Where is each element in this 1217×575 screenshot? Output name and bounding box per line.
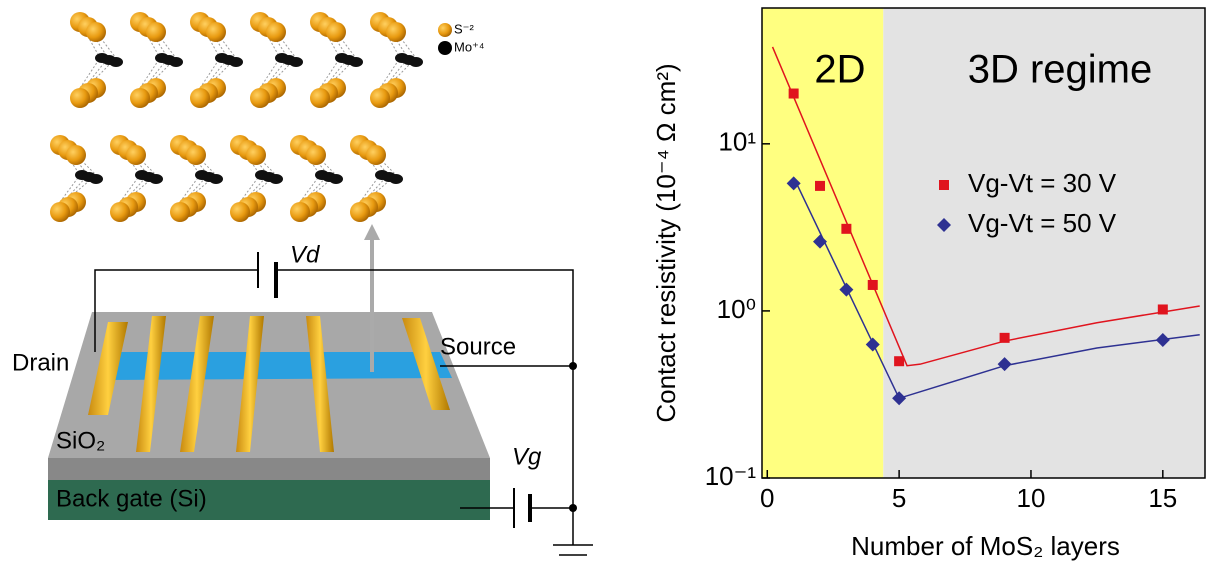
sulfur <box>170 202 190 222</box>
sulfur <box>250 88 270 108</box>
molecule-layers <box>50 12 423 222</box>
arrow-head <box>364 224 380 240</box>
x-axis-title: Number of MoS₂ layers <box>851 531 1120 561</box>
molybdenum <box>229 57 243 67</box>
label: Source <box>440 333 516 360</box>
y-tick-label: 10⁻¹ <box>705 461 757 491</box>
x-tick-label: 15 <box>1148 483 1177 513</box>
x-tick-label: 5 <box>892 483 906 513</box>
sulfur <box>366 145 386 165</box>
sulfur <box>66 145 86 165</box>
region-label: 3D regime <box>968 48 1153 92</box>
label: SiO₂ <box>56 427 105 454</box>
region-label: 2D <box>814 48 865 92</box>
x-tick-label: 10 <box>1017 483 1046 513</box>
legend-label: Vg-Vt = 50 V <box>968 208 1117 238</box>
sulfur <box>190 88 210 108</box>
device <box>48 224 490 520</box>
y-axis-title: Contact resistivity (10⁻⁴ Ω cm²) <box>651 63 681 422</box>
oxide-front <box>48 458 490 480</box>
y-tick-label: 10⁰ <box>717 294 756 324</box>
point <box>789 89 799 99</box>
sulfur <box>350 202 370 222</box>
molybdenum <box>169 57 183 67</box>
point <box>815 181 825 191</box>
point <box>1158 304 1168 314</box>
molybdenum <box>389 174 403 184</box>
point <box>894 356 904 366</box>
molybdenum <box>269 174 283 184</box>
point <box>1000 333 1010 343</box>
sulfur <box>246 145 266 165</box>
legend-label: Mo⁺⁴ <box>454 39 485 54</box>
label: Back gate (Si) <box>56 485 207 512</box>
sulfur <box>206 22 226 42</box>
legend-marker <box>939 180 949 190</box>
sulfur <box>290 202 310 222</box>
sulfur <box>126 145 146 165</box>
sulfur <box>110 202 130 222</box>
molybdenum <box>149 174 163 184</box>
sulfur <box>70 88 90 108</box>
sulfur <box>130 88 150 108</box>
sulfur <box>266 22 286 42</box>
point <box>841 224 851 234</box>
sulfur <box>50 202 70 222</box>
sulfur-key <box>438 23 452 37</box>
molybdenum <box>329 174 343 184</box>
plot: 2D 3D regime 0 5 10 15 10⁻¹ 10⁰ 10¹ Number of MoS… <box>651 8 1205 561</box>
sulfur <box>370 88 390 108</box>
molybdenum-key <box>438 41 452 55</box>
sulfur <box>386 22 406 42</box>
molybdenum <box>209 174 223 184</box>
point <box>868 280 878 290</box>
sulfur <box>86 22 106 42</box>
node <box>569 362 577 370</box>
legend-label: S⁻² <box>454 21 475 36</box>
sulfur <box>186 145 206 165</box>
molybdenum <box>289 57 303 67</box>
sulfur <box>146 22 166 42</box>
sulfur <box>230 202 250 222</box>
y-tick-label: 10¹ <box>718 127 756 157</box>
sulfur <box>306 145 326 165</box>
legend-label: Vg-Vt = 30 V <box>968 168 1117 198</box>
molybdenum <box>109 57 123 67</box>
x-tick-label: 0 <box>760 483 774 513</box>
label: Vd <box>290 241 320 268</box>
label: Drain <box>12 349 69 376</box>
molybdenum <box>89 174 103 184</box>
sulfur <box>310 88 330 108</box>
molybdenum <box>349 57 363 67</box>
molybdenum <box>409 57 423 67</box>
label: Vg <box>512 443 542 470</box>
figure: S⁻² Mo⁺⁴ Vd Drain Source SiO₂ Vg Back ga… <box>0 0 1217 570</box>
node <box>569 504 577 512</box>
sulfur <box>326 22 346 42</box>
